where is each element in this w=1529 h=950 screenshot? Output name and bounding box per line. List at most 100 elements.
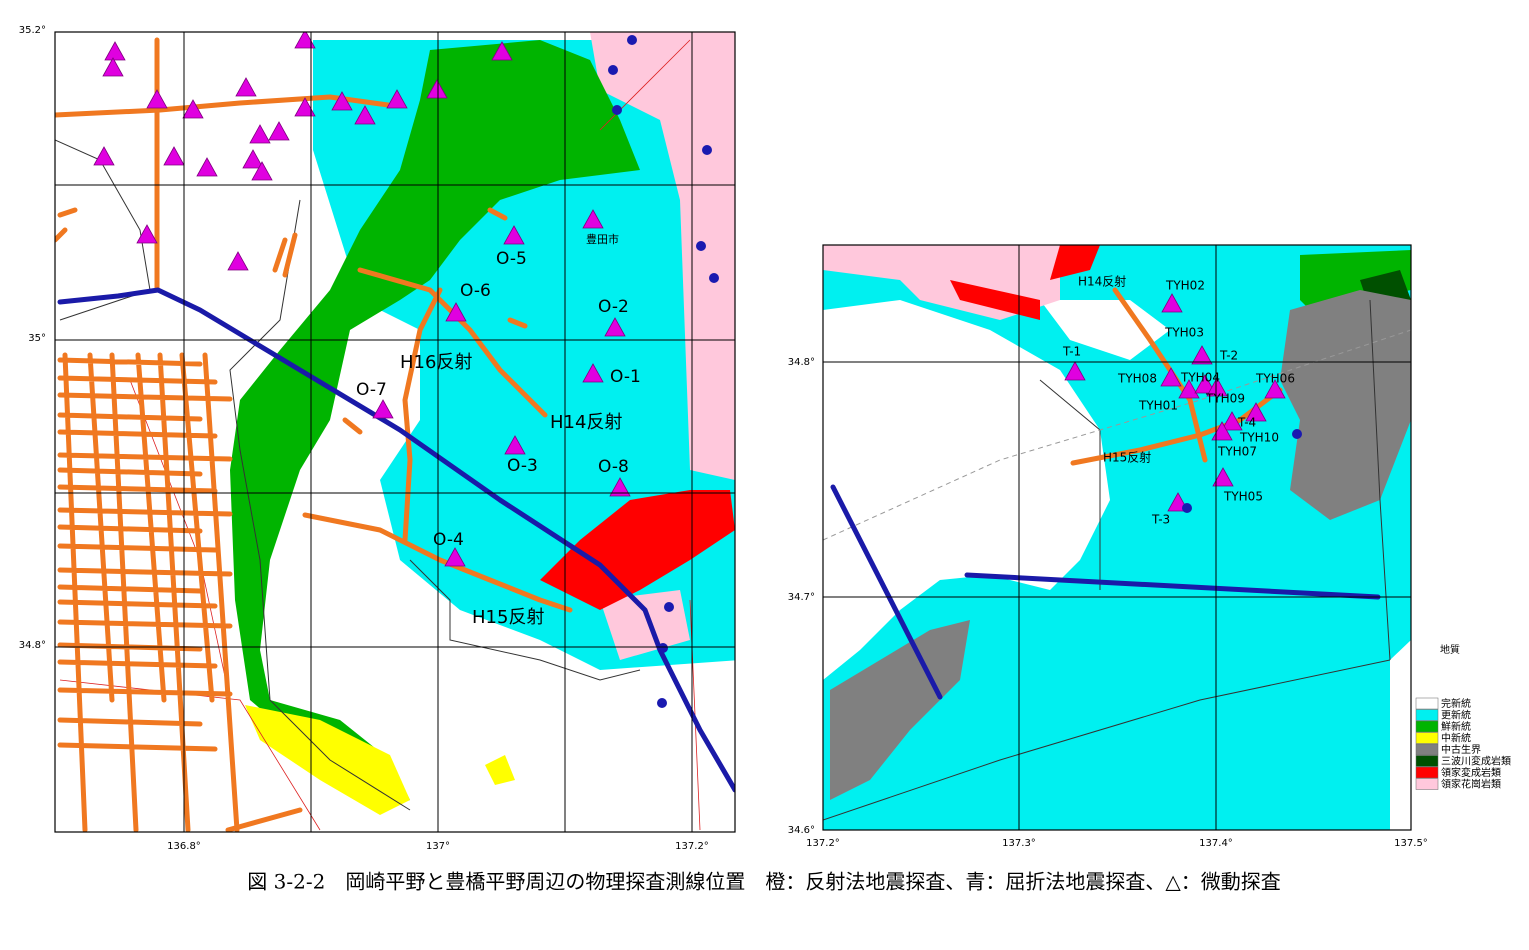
legend-label: 中新統 (1441, 732, 1471, 745)
legend-label: 更新統 (1441, 709, 1471, 722)
station (445, 302, 467, 322)
lon-tick-label: 137.3° (1002, 838, 1036, 849)
station-dot (702, 145, 712, 155)
station (386, 89, 408, 109)
right-geology (823, 245, 1411, 830)
lon-tick-label: 137.4° (1199, 838, 1233, 849)
station (504, 435, 526, 455)
site-label: O-7 (356, 380, 387, 400)
lon-tick-label: 136.8° (167, 841, 201, 852)
station (426, 79, 448, 99)
legend-swatch (1415, 720, 1439, 733)
station (582, 363, 604, 383)
site-label: O-5 (496, 249, 527, 269)
site-label: TYH04 (1180, 371, 1220, 385)
station (249, 124, 271, 144)
station (1264, 379, 1286, 399)
station (235, 77, 257, 97)
site-label: O-1 (610, 367, 641, 387)
legend-title: 地質 (1440, 643, 1460, 656)
site-label: TYH05 (1223, 490, 1263, 504)
station (196, 157, 218, 177)
station (268, 121, 290, 141)
right-grid (822, 244, 1412, 831)
site-label: O-2 (598, 297, 629, 317)
station (93, 146, 115, 166)
legend-swatch (1415, 778, 1439, 790)
caption: 図 3-2-2 岡崎平野と豊橋平野周辺の物理探査測線位置 橙：反射法地震探査、青… (247, 870, 1280, 894)
lat-tick-label: 34.7° (788, 592, 815, 603)
survey-grid (57, 352, 240, 832)
site-label: 豊田市 (586, 232, 619, 246)
station-dot (696, 241, 706, 251)
site-label: O-3 (507, 456, 538, 476)
station-dot (1292, 429, 1302, 439)
lat-tick-label: 35° (28, 333, 46, 344)
station (227, 251, 249, 271)
station (444, 547, 466, 567)
site-label: H15反射 (1103, 450, 1151, 465)
station (604, 317, 626, 337)
site-label: O-8 (598, 457, 629, 477)
site-label: TYH02 (1165, 279, 1205, 293)
site-label: T-4 (1237, 416, 1256, 430)
station-dot (664, 602, 674, 612)
station (102, 57, 124, 77)
site-label: O-4 (433, 530, 464, 550)
site-label: T-1 (1062, 345, 1081, 359)
legend-label: 領家花崗岩類 (1441, 778, 1501, 791)
lat-tick-label: 34.8° (19, 640, 46, 651)
site-label: TYH06 (1255, 372, 1295, 386)
station (503, 225, 525, 245)
legend-label: 中古生界 (1441, 743, 1481, 756)
station (251, 161, 273, 181)
station (1161, 293, 1183, 313)
site-label: TYH07 (1217, 445, 1257, 459)
station (582, 209, 604, 229)
legend-label: 領家変成岩類 (1441, 766, 1501, 779)
site-label: H14反射 (550, 412, 622, 433)
left-geology (55, 32, 735, 832)
legend-label: 三波川変成岩類 (1441, 755, 1511, 768)
site-label: O-6 (460, 281, 491, 301)
site-label: H16反射 (400, 352, 472, 373)
station (163, 146, 185, 166)
station (331, 91, 353, 111)
station (242, 149, 264, 169)
site-label: TYH03 (1164, 326, 1204, 340)
station-dot (657, 698, 667, 708)
legend-swatch (1415, 766, 1439, 779)
station (1178, 379, 1200, 399)
station-dot (1182, 503, 1192, 513)
station (1194, 374, 1216, 394)
station (609, 477, 631, 497)
station (1211, 421, 1233, 441)
station-dot (627, 35, 637, 45)
station-dot (709, 273, 719, 283)
station (104, 41, 126, 61)
lon-tick-label: 137° (426, 841, 450, 852)
legend-swatch (1415, 743, 1439, 756)
site-label: H15反射 (472, 607, 544, 628)
station (294, 97, 316, 117)
site-label: TYH09 (1205, 392, 1245, 406)
station (294, 32, 316, 49)
station (354, 105, 376, 125)
left-grid (54, 31, 736, 833)
site-label: T-2 (1219, 349, 1238, 363)
lon-tick-label: 137.2° (806, 838, 840, 849)
site-label: TYH01 (1138, 399, 1178, 413)
lat-tick-label: 35.2° (19, 25, 46, 36)
legend-swatch (1415, 755, 1439, 767)
station (1064, 361, 1086, 381)
site-label: TYH08 (1117, 372, 1157, 386)
station-dot (612, 105, 622, 115)
legend-label: 鮮新統 (1441, 720, 1471, 733)
station (1212, 467, 1234, 487)
station (372, 399, 394, 419)
station (1245, 402, 1267, 422)
station-dot (608, 65, 618, 75)
station (1160, 367, 1182, 387)
legend-swatch (1415, 709, 1439, 721)
